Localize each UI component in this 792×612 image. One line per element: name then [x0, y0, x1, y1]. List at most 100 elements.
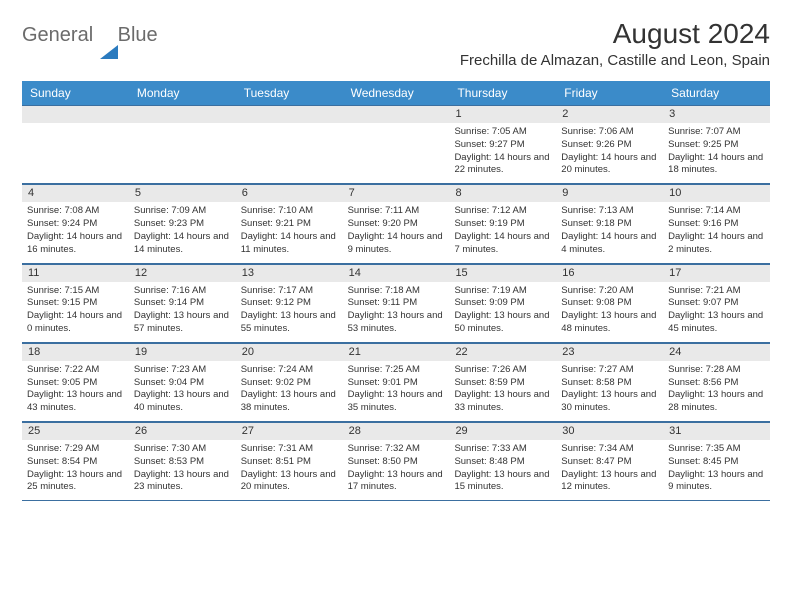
day-number: 18 — [22, 344, 129, 361]
day-cell — [129, 123, 236, 183]
day-details-row: Sunrise: 7:15 AM Sunset: 9:15 PM Dayligh… — [22, 282, 770, 343]
day-details-row: Sunrise: 7:22 AM Sunset: 9:05 PM Dayligh… — [22, 361, 770, 422]
day-cell: Sunrise: 7:33 AM Sunset: 8:48 PM Dayligh… — [449, 440, 556, 500]
day-number: 19 — [129, 344, 236, 361]
calendar-week: 18192021222324Sunrise: 7:22 AM Sunset: 9… — [22, 343, 770, 422]
day-cell: Sunrise: 7:08 AM Sunset: 9:24 PM Dayligh… — [22, 202, 129, 262]
day-number-row: 11121314151617 — [22, 265, 770, 282]
day-number: 28 — [343, 423, 450, 440]
day-cell: Sunrise: 7:18 AM Sunset: 9:11 PM Dayligh… — [343, 282, 450, 342]
day-details-row: Sunrise: 7:29 AM Sunset: 8:54 PM Dayligh… — [22, 440, 770, 501]
day-number: 27 — [236, 423, 343, 440]
day-number: 22 — [449, 344, 556, 361]
day-number: 12 — [129, 265, 236, 282]
day-header-monday: Monday — [129, 81, 236, 105]
day-header-tuesday: Tuesday — [236, 81, 343, 105]
day-number-row: 45678910 — [22, 185, 770, 202]
day-cell — [22, 123, 129, 183]
day-number: 26 — [129, 423, 236, 440]
day-number: 21 — [343, 344, 450, 361]
day-number: 14 — [343, 265, 450, 282]
day-number: 2 — [556, 106, 663, 123]
day-header-sunday: Sunday — [22, 81, 129, 105]
day-cell: Sunrise: 7:13 AM Sunset: 9:18 PM Dayligh… — [556, 202, 663, 262]
logo: General Blue — [22, 18, 158, 47]
day-details-row: Sunrise: 7:08 AM Sunset: 9:24 PM Dayligh… — [22, 202, 770, 263]
day-number: 17 — [663, 265, 770, 282]
calendar-body: 123Sunrise: 7:05 AM Sunset: 9:27 PM Dayl… — [22, 105, 770, 501]
day-cell: Sunrise: 7:28 AM Sunset: 8:56 PM Dayligh… — [663, 361, 770, 421]
calendar-week: 123Sunrise: 7:05 AM Sunset: 9:27 PM Dayl… — [22, 105, 770, 184]
day-number-row: 25262728293031 — [22, 423, 770, 440]
day-cell: Sunrise: 7:32 AM Sunset: 8:50 PM Dayligh… — [343, 440, 450, 500]
day-cell — [343, 123, 450, 183]
day-cell: Sunrise: 7:29 AM Sunset: 8:54 PM Dayligh… — [22, 440, 129, 500]
title-block: August 2024 Frechilla de Almazan, Castil… — [460, 18, 770, 69]
day-cell: Sunrise: 7:21 AM Sunset: 9:07 PM Dayligh… — [663, 282, 770, 342]
day-cell: Sunrise: 7:35 AM Sunset: 8:45 PM Dayligh… — [663, 440, 770, 500]
day-number: 30 — [556, 423, 663, 440]
header: General Blue August 2024 Frechilla de Al… — [22, 18, 770, 69]
day-number: 1 — [449, 106, 556, 123]
day-cell: Sunrise: 7:05 AM Sunset: 9:27 PM Dayligh… — [449, 123, 556, 183]
calendar-header-row: Sunday Monday Tuesday Wednesday Thursday… — [22, 81, 770, 105]
day-header-wednesday: Wednesday — [343, 81, 450, 105]
day-number — [129, 106, 236, 123]
day-number: 20 — [236, 344, 343, 361]
day-cell — [236, 123, 343, 183]
day-header-thursday: Thursday — [449, 81, 556, 105]
day-number — [236, 106, 343, 123]
calendar: Sunday Monday Tuesday Wednesday Thursday… — [22, 81, 770, 501]
logo-triangle-icon — [100, 28, 118, 59]
day-number: 10 — [663, 185, 770, 202]
day-cell: Sunrise: 7:31 AM Sunset: 8:51 PM Dayligh… — [236, 440, 343, 500]
logo-text-block: General Blue — [22, 24, 158, 47]
day-cell: Sunrise: 7:25 AM Sunset: 9:01 PM Dayligh… — [343, 361, 450, 421]
day-cell: Sunrise: 7:22 AM Sunset: 9:05 PM Dayligh… — [22, 361, 129, 421]
day-cell: Sunrise: 7:30 AM Sunset: 8:53 PM Dayligh… — [129, 440, 236, 500]
day-header-friday: Friday — [556, 81, 663, 105]
day-number: 13 — [236, 265, 343, 282]
calendar-week: 45678910Sunrise: 7:08 AM Sunset: 9:24 PM… — [22, 184, 770, 263]
day-number: 4 — [22, 185, 129, 202]
day-number: 15 — [449, 265, 556, 282]
day-cell: Sunrise: 7:24 AM Sunset: 9:02 PM Dayligh… — [236, 361, 343, 421]
day-number: 16 — [556, 265, 663, 282]
day-number: 7 — [343, 185, 450, 202]
logo-text-general: General — [22, 24, 93, 46]
day-cell: Sunrise: 7:11 AM Sunset: 9:20 PM Dayligh… — [343, 202, 450, 262]
day-cell: Sunrise: 7:09 AM Sunset: 9:23 PM Dayligh… — [129, 202, 236, 262]
day-details-row: Sunrise: 7:05 AM Sunset: 9:27 PM Dayligh… — [22, 123, 770, 184]
day-cell: Sunrise: 7:19 AM Sunset: 9:09 PM Dayligh… — [449, 282, 556, 342]
day-cell: Sunrise: 7:20 AM Sunset: 9:08 PM Dayligh… — [556, 282, 663, 342]
day-cell: Sunrise: 7:12 AM Sunset: 9:19 PM Dayligh… — [449, 202, 556, 262]
day-cell: Sunrise: 7:27 AM Sunset: 8:58 PM Dayligh… — [556, 361, 663, 421]
day-cell: Sunrise: 7:26 AM Sunset: 8:59 PM Dayligh… — [449, 361, 556, 421]
day-cell: Sunrise: 7:34 AM Sunset: 8:47 PM Dayligh… — [556, 440, 663, 500]
day-cell: Sunrise: 7:16 AM Sunset: 9:14 PM Dayligh… — [129, 282, 236, 342]
calendar-week: 11121314151617Sunrise: 7:15 AM Sunset: 9… — [22, 264, 770, 343]
day-number: 8 — [449, 185, 556, 202]
day-number: 5 — [129, 185, 236, 202]
day-number: 25 — [22, 423, 129, 440]
day-number — [22, 106, 129, 123]
day-number: 29 — [449, 423, 556, 440]
day-number-row: 18192021222324 — [22, 344, 770, 361]
day-number: 9 — [556, 185, 663, 202]
day-number-row: 123 — [22, 106, 770, 123]
day-cell: Sunrise: 7:23 AM Sunset: 9:04 PM Dayligh… — [129, 361, 236, 421]
day-cell: Sunrise: 7:14 AM Sunset: 9:16 PM Dayligh… — [663, 202, 770, 262]
location-subtitle: Frechilla de Almazan, Castille and Leon,… — [460, 52, 770, 69]
month-title: August 2024 — [460, 18, 770, 50]
day-number: 3 — [663, 106, 770, 123]
day-number — [343, 106, 450, 123]
day-number: 31 — [663, 423, 770, 440]
logo-text-blue: Blue — [118, 24, 158, 46]
day-number: 11 — [22, 265, 129, 282]
day-number: 6 — [236, 185, 343, 202]
day-number: 23 — [556, 344, 663, 361]
day-cell: Sunrise: 7:17 AM Sunset: 9:12 PM Dayligh… — [236, 282, 343, 342]
day-cell: Sunrise: 7:07 AM Sunset: 9:25 PM Dayligh… — [663, 123, 770, 183]
day-number: 24 — [663, 344, 770, 361]
day-cell: Sunrise: 7:10 AM Sunset: 9:21 PM Dayligh… — [236, 202, 343, 262]
